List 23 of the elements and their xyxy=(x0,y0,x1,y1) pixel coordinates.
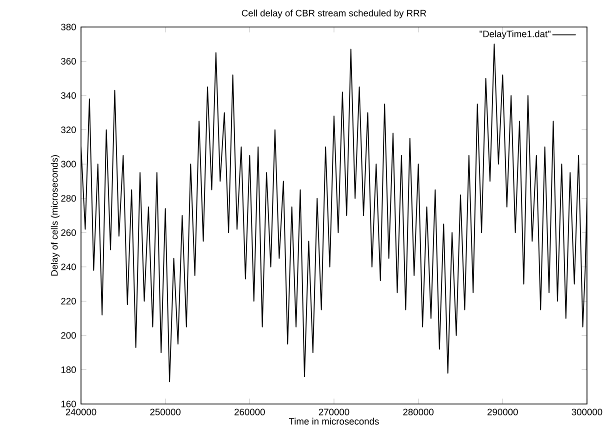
chart-title: Cell delay of CBR stream scheduled by RRR xyxy=(242,10,426,18)
y-tick-label: 180 xyxy=(61,366,76,374)
x-tick-label: 280000 xyxy=(403,408,434,416)
y-tick-label: 360 xyxy=(61,58,76,65)
x-tick-label: 270000 xyxy=(318,408,350,416)
y-tick-label: 240 xyxy=(61,264,76,270)
x-tick-label: 290000 xyxy=(488,408,518,416)
x-tick-label: 260000 xyxy=(234,408,265,416)
y-tick-label: 340 xyxy=(61,92,76,99)
legend-label: "DelayTime1.dat" xyxy=(480,30,550,40)
y-tick-label: 300 xyxy=(61,160,76,168)
y-tick-label: 280 xyxy=(61,195,76,202)
y-tick-label: 320 xyxy=(61,126,76,134)
x-tick-label: 240000 xyxy=(66,408,96,416)
y-tick-label: 200 xyxy=(61,332,76,339)
x-tick-label: 300000 xyxy=(572,408,602,416)
x-tick-label: 250000 xyxy=(150,408,181,416)
y-tick-label: 380 xyxy=(61,24,76,30)
y-tick-label: 160 xyxy=(61,400,76,408)
x-axis-title: Time in microseconds xyxy=(288,418,379,425)
y-tick-label: 260 xyxy=(61,229,76,236)
y-tick-label: 220 xyxy=(61,298,76,304)
y-axis-title: Delay of cells (microseconds) xyxy=(50,155,60,276)
